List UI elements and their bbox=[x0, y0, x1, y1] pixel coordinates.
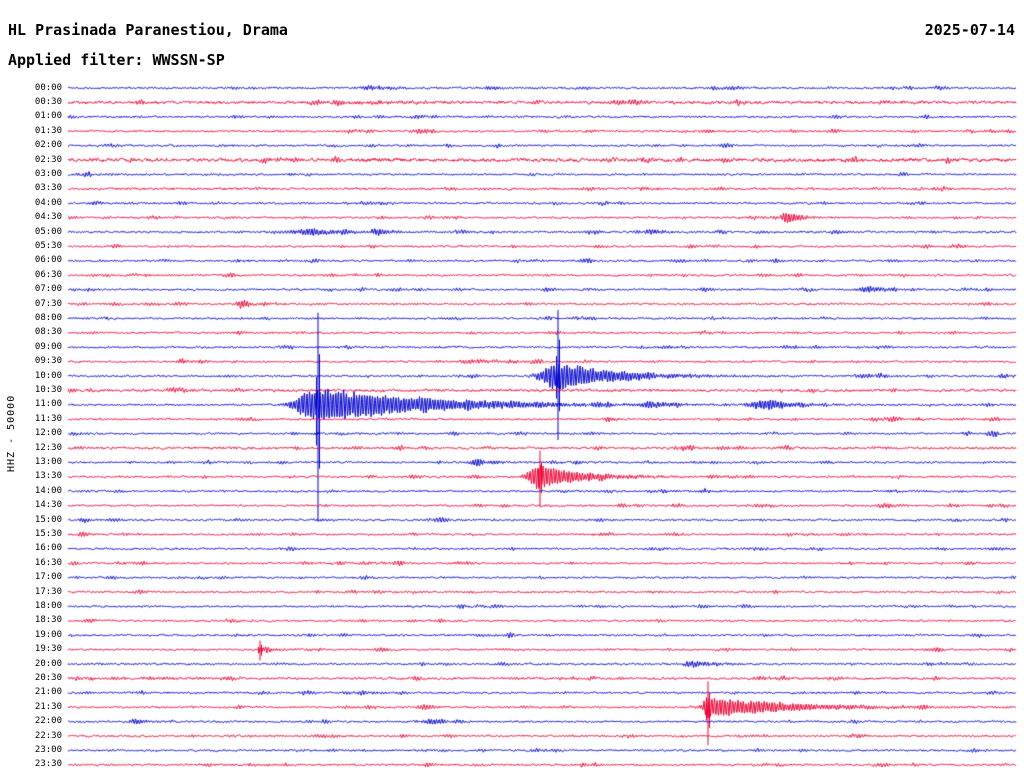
time-label: 02:30 bbox=[34, 154, 62, 165]
time-label: 05:30 bbox=[34, 240, 62, 251]
time-label: 12:30 bbox=[34, 442, 62, 453]
time-label: 11:30 bbox=[34, 413, 62, 424]
date-label: 2025-07-14 bbox=[924, 21, 1015, 39]
time-label: 17:00 bbox=[34, 572, 62, 583]
time-label: 19:30 bbox=[34, 644, 62, 655]
time-label: 00:30 bbox=[34, 96, 62, 107]
time-label: 04:30 bbox=[34, 212, 62, 223]
time-label: 08:30 bbox=[34, 327, 62, 338]
time-label: 21:00 bbox=[34, 687, 62, 698]
channel-scale-label: HHZ - 50000 bbox=[6, 394, 17, 472]
time-label: 15:00 bbox=[34, 514, 62, 525]
time-label: 21:30 bbox=[34, 701, 62, 712]
time-label: 11:00 bbox=[34, 399, 62, 410]
time-label: 06:00 bbox=[34, 255, 62, 266]
time-label: 03:30 bbox=[34, 183, 62, 194]
time-label: 23:30 bbox=[34, 759, 62, 770]
time-label: 01:30 bbox=[34, 125, 62, 136]
time-label: 07:30 bbox=[34, 298, 62, 309]
time-label: 18:30 bbox=[34, 615, 62, 626]
station-title: HL Prasinada Paranestiou, Drama bbox=[8, 21, 288, 39]
time-label: 20:00 bbox=[34, 658, 62, 669]
time-label: 14:00 bbox=[34, 485, 62, 496]
time-label: 16:30 bbox=[34, 557, 62, 568]
time-label: 13:30 bbox=[34, 471, 62, 482]
time-label: 06:30 bbox=[34, 269, 62, 280]
time-label: 15:30 bbox=[34, 528, 62, 539]
time-label: 01:00 bbox=[34, 111, 62, 122]
time-label: 09:30 bbox=[34, 356, 62, 367]
time-label: 17:30 bbox=[34, 586, 62, 597]
time-label: 13:00 bbox=[34, 456, 62, 467]
time-label: 04:00 bbox=[34, 197, 62, 208]
time-label: 12:00 bbox=[34, 428, 62, 439]
time-label: 22:00 bbox=[34, 716, 62, 727]
time-label: 02:00 bbox=[34, 140, 62, 151]
time-label: 09:00 bbox=[34, 341, 62, 352]
time-label: 05:00 bbox=[34, 226, 62, 237]
time-label: 10:00 bbox=[34, 370, 62, 381]
time-label: 08:00 bbox=[34, 312, 62, 323]
time-label: 16:00 bbox=[34, 543, 62, 554]
time-label: 07:00 bbox=[34, 284, 62, 295]
time-label: 19:00 bbox=[34, 629, 62, 640]
time-label: 00:00 bbox=[34, 82, 62, 93]
time-label: 10:30 bbox=[34, 384, 62, 395]
time-label: 20:30 bbox=[34, 672, 62, 683]
filter-label: Applied filter: WWSSN-SP bbox=[8, 51, 225, 69]
time-label: 23:00 bbox=[34, 744, 62, 755]
time-label: 03:00 bbox=[34, 168, 62, 179]
time-label: 22:30 bbox=[34, 730, 62, 741]
time-label: 18:00 bbox=[34, 600, 62, 611]
time-label: 14:30 bbox=[34, 500, 62, 511]
